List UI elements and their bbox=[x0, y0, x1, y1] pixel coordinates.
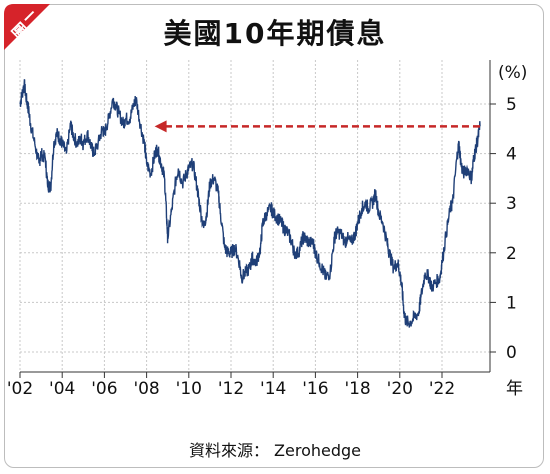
x-tick-label: '22 bbox=[429, 379, 455, 399]
y-tick-label: 0 bbox=[506, 343, 517, 363]
x-tick-label: '04 bbox=[49, 379, 75, 399]
y-axis-unit-label: (%) bbox=[498, 63, 527, 83]
chart-title: 美國10年期債息 bbox=[163, 17, 387, 50]
x-tick-label: '10 bbox=[176, 379, 202, 399]
x-axis-ticks: '02 '04 '06 '08 '10 '12 '14 '16 '18 '20 '22 bbox=[7, 379, 455, 399]
y-axis-ticks: 0 1 2 3 4 5 bbox=[506, 95, 517, 363]
source-note: 資料來源： Zerohedge bbox=[188, 441, 362, 460]
x-tick-label: '06 bbox=[91, 379, 117, 399]
dashed-arrow-annotation bbox=[154, 120, 480, 133]
x-tick-label: '18 bbox=[344, 379, 370, 399]
yield-series-line bbox=[19, 79, 481, 328]
x-tick-label: '20 bbox=[387, 379, 413, 399]
y-tick-label: 3 bbox=[506, 194, 517, 214]
y-tick-label: 4 bbox=[506, 145, 517, 165]
arrow-head bbox=[154, 120, 167, 133]
badge-triangle bbox=[4, 4, 50, 50]
y-tick-label: 2 bbox=[506, 244, 517, 264]
x-axis-unit-label: 年 bbox=[506, 379, 523, 399]
x-tick-label: '08 bbox=[133, 379, 159, 399]
chart-frame bbox=[4, 4, 544, 468]
figure-badge: 圖二 bbox=[4, 4, 52, 52]
x-tick-label: '14 bbox=[260, 379, 286, 399]
x-tick-label: '16 bbox=[302, 379, 328, 399]
x-tick-label: '02 bbox=[7, 379, 33, 399]
chart-axes bbox=[19, 60, 496, 378]
y-tick-label: 5 bbox=[506, 95, 517, 115]
grid-lines bbox=[19, 60, 490, 372]
x-tick-label: '12 bbox=[218, 379, 244, 399]
y-tick-label: 1 bbox=[506, 293, 517, 313]
